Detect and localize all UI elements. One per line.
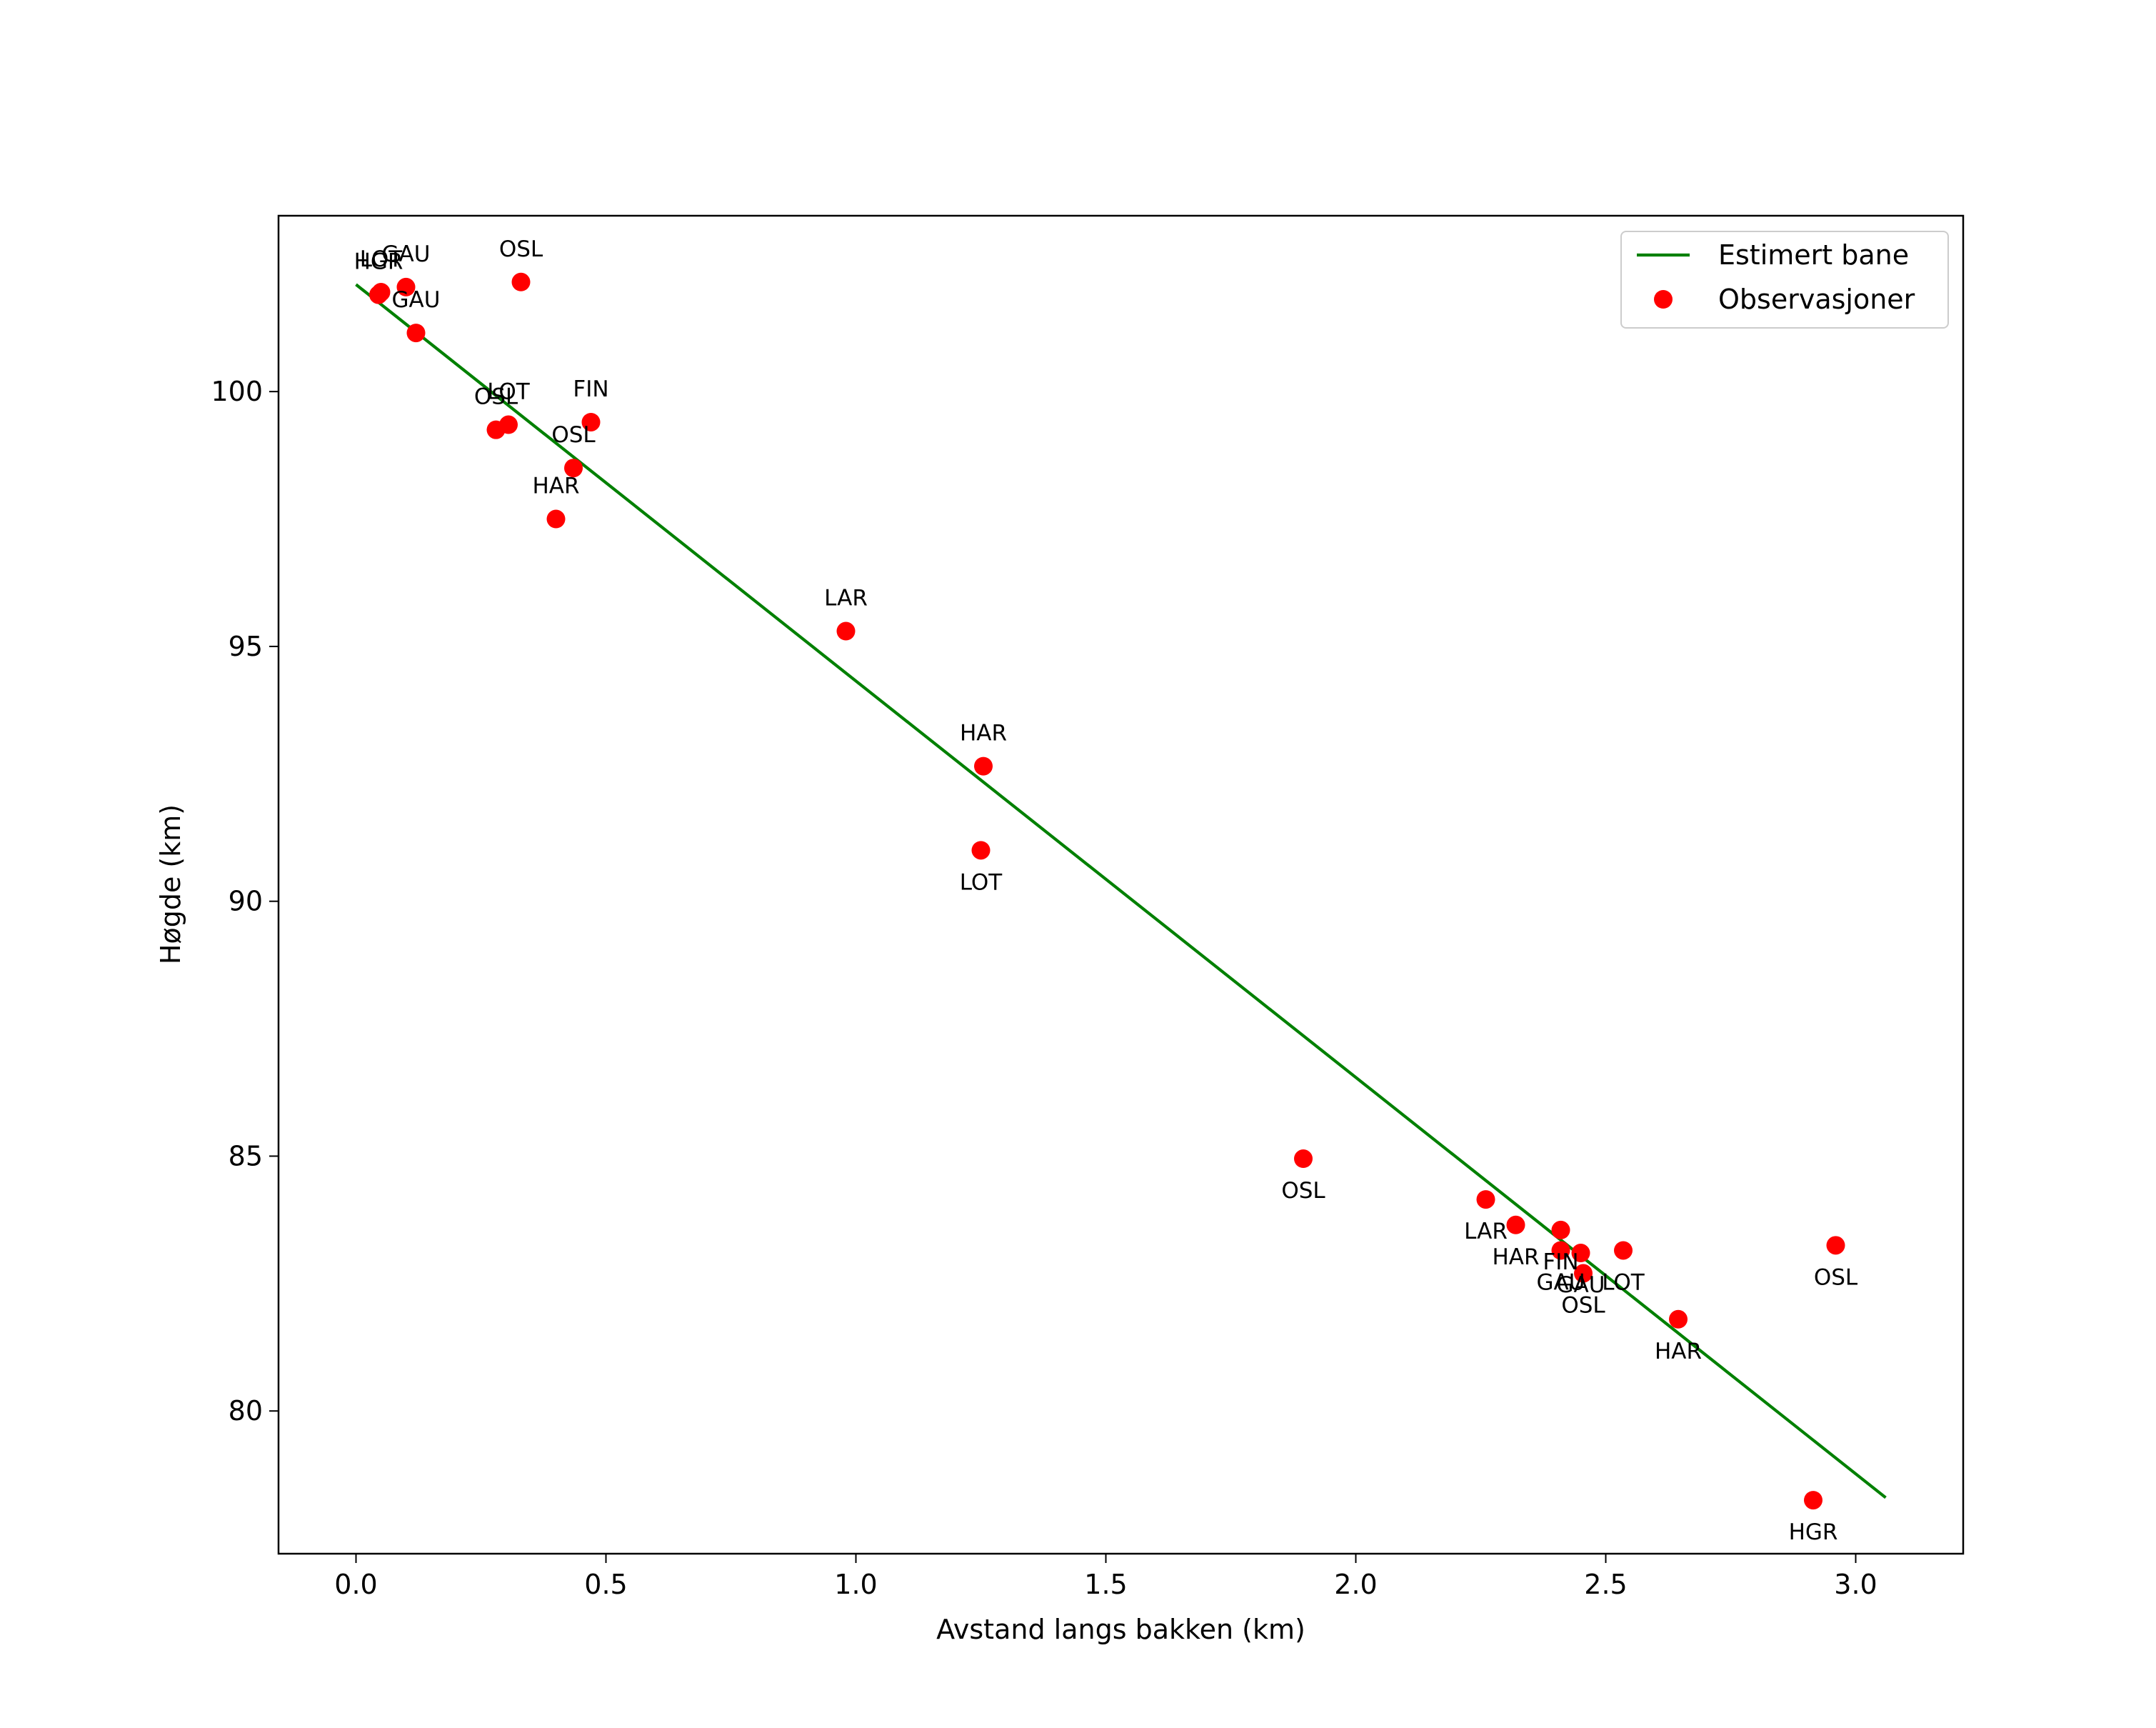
observation-point: [1506, 1215, 1525, 1234]
observation-label: OSL: [1561, 1293, 1605, 1319]
observation-label: LAR: [824, 586, 868, 611]
observation-point: [1551, 1220, 1570, 1239]
observation-label: GAU: [1537, 1269, 1585, 1295]
y-tick-label: 85: [229, 1140, 263, 1172]
observation-label: LOT: [960, 869, 1003, 895]
observation-point: [1476, 1190, 1495, 1209]
trajectory-layer: [355, 283, 1887, 1499]
observation-point: [974, 756, 993, 776]
x-tick-label: 0.0: [334, 1569, 377, 1600]
observation-point: [1551, 1241, 1570, 1260]
observation-point: [499, 415, 518, 434]
observation-point: [511, 272, 531, 291]
observation-point: [396, 277, 416, 296]
observation-point: [546, 509, 566, 529]
observation-label: FIN: [573, 376, 608, 402]
observation-point: [1614, 1241, 1633, 1260]
observation-label: LOT: [1602, 1269, 1645, 1295]
x-tick-label: 1.0: [834, 1569, 877, 1600]
observation-label: OSL: [474, 384, 518, 410]
observation-label: HAR: [1492, 1244, 1539, 1270]
y-tick-label: 80: [229, 1395, 263, 1427]
x-tick-label: 2.5: [1584, 1569, 1627, 1600]
observation-label: OSL: [1281, 1178, 1325, 1204]
axes-frame: [277, 214, 1965, 1555]
observation-points: [369, 272, 1845, 1510]
observation-label: GAU: [392, 287, 441, 313]
y-tick-label: 100: [211, 376, 263, 407]
observation-point: [1571, 1244, 1590, 1263]
observation-point: [406, 324, 426, 343]
observation-point: [971, 841, 991, 860]
y-tick-label: 95: [229, 631, 263, 662]
legend-label-observations: Observasjoner: [1718, 284, 1915, 315]
observation-label: HAR: [532, 474, 579, 499]
observation-label: HGR: [354, 249, 403, 275]
observation-label: LOT: [487, 379, 531, 405]
estimated-trajectory-line: [355, 283, 1887, 1499]
observation-label: OSL: [1814, 1264, 1858, 1290]
observation-point: [1804, 1491, 1822, 1510]
observation-point: [1294, 1149, 1313, 1169]
observation-point: [581, 412, 601, 431]
observation-label: OSL: [551, 422, 596, 448]
observation-label: HGR: [1789, 1519, 1838, 1545]
legend-label-estimated-trajectory: Estimert bane: [1718, 239, 1909, 271]
x-axis: 0.0 0.5 1.0 1.5 2.0 2.5 3.0: [334, 1554, 1877, 1600]
x-tick-label: 2.0: [1334, 1569, 1377, 1600]
observation-point: [371, 283, 391, 302]
x-tick-label: 3.0: [1834, 1569, 1877, 1600]
x-axis-label: Avstand langs bakken (km): [936, 1614, 1305, 1645]
legend-frame: [1620, 231, 1949, 329]
legend: Estimert bane Observasjoner: [1620, 231, 1949, 329]
observation-label: LOT: [360, 246, 403, 272]
observation-label: HAR: [1655, 1339, 1702, 1364]
y-axis-label: Høgde (km): [155, 804, 186, 964]
y-tick-label: 90: [229, 886, 263, 917]
observation-point: [1826, 1236, 1845, 1255]
x-tick-label: 1.5: [1084, 1569, 1127, 1600]
x-tick-label: 0.5: [584, 1569, 627, 1600]
legend-marker-swatch: [1654, 290, 1673, 309]
observation-label: LAR: [1464, 1219, 1508, 1244]
observation-label: HAR: [960, 721, 1007, 746]
observation-point: [1574, 1264, 1593, 1283]
observation-label: GAU: [382, 241, 431, 267]
observation-point: [564, 459, 583, 478]
observation-point: [836, 621, 856, 641]
observation-label: OSL: [499, 236, 543, 262]
observation-label: GAU: [1557, 1272, 1605, 1298]
y-axis: 80 85 90 95 100: [211, 376, 279, 1427]
observation-label: FIN: [1543, 1249, 1578, 1275]
observation-point: [1669, 1309, 1688, 1329]
